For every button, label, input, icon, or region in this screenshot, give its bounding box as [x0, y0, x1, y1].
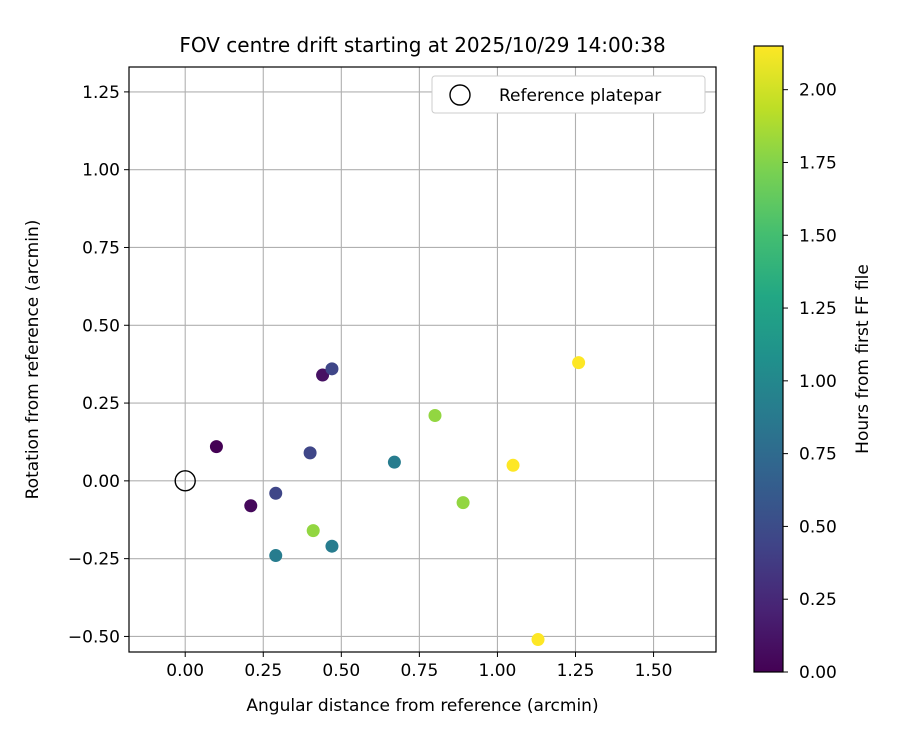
- x-tick-label: 1.50: [635, 661, 673, 681]
- x-tick-label: 1.00: [479, 661, 517, 681]
- data-point: [269, 486, 283, 500]
- colorbar-tick-label: 0.50: [799, 517, 837, 537]
- colorbar-tick-label: 2.00: [799, 81, 837, 101]
- y-tick-label: −0.50: [68, 627, 120, 647]
- legend-box: [431, 75, 706, 114]
- reference-point: [174, 470, 196, 492]
- y-tick-label: 1.00: [82, 161, 120, 181]
- data-point: [428, 409, 442, 423]
- data-point: [209, 440, 223, 454]
- colorbar-tick-label: 1.50: [799, 226, 837, 246]
- data-point: [244, 499, 258, 513]
- y-tick-label: 0.00: [82, 472, 120, 492]
- y-tick-label: 0.50: [82, 316, 120, 336]
- x-tick-label: 1.25: [557, 661, 595, 681]
- x-tick-label: 0.75: [400, 661, 438, 681]
- legend-reference-marker: [449, 84, 471, 106]
- y-tick-label: 0.75: [82, 238, 120, 258]
- data-point: [316, 368, 330, 382]
- data-point: [572, 356, 586, 370]
- data-point: [325, 539, 339, 553]
- data-point: [325, 362, 339, 376]
- colorbar-label: Hours from first FF file: [853, 264, 873, 454]
- colorbar-gradient: [753, 45, 784, 673]
- data-point: [456, 496, 470, 510]
- plot-frame: [128, 66, 717, 653]
- data-point: [531, 633, 545, 647]
- data-point: [306, 524, 320, 538]
- data-point: [303, 446, 317, 460]
- data-point: [506, 458, 520, 472]
- y-tick-label: −0.25: [68, 550, 120, 570]
- y-axis-label: Rotation from reference (arcmin): [23, 220, 43, 500]
- x-tick-label: 0.00: [166, 661, 204, 681]
- y-tick-label: 1.25: [82, 83, 120, 103]
- legend-label: Reference platepar: [499, 86, 661, 106]
- x-tick-label: 0.25: [244, 661, 282, 681]
- x-axis-ticks: 0.00 0.25 0.50 0.75 1.00 1.25 1.50: [166, 652, 672, 681]
- data-point: [387, 455, 401, 469]
- data-point: [269, 549, 283, 563]
- grid: [129, 67, 716, 652]
- colorbar-tick-label: 1.25: [799, 299, 837, 319]
- colorbar-tick-label: 1.75: [799, 153, 837, 173]
- x-axis-label: Angular distance from reference (arcmin): [246, 696, 598, 716]
- colorbar-tick-label: 0.75: [799, 445, 837, 465]
- y-tick-label: 0.25: [82, 394, 120, 414]
- x-tick-label: 0.50: [322, 661, 360, 681]
- colorbar: 0.00 0.25 0.50 0.75 1.00 1.25 1.50 1.75 2.00 Hou…: [753, 45, 873, 683]
- y-axis-ticks: −0.50 −0.25 0.00 0.25 0.50 0.75 1.00 1.25: [68, 83, 129, 647]
- data-points: [174, 356, 586, 647]
- colorbar-tick-label: 1.00: [799, 372, 837, 392]
- legend: Reference platepar: [431, 75, 706, 114]
- colorbar-tick-label: 0.25: [799, 590, 837, 610]
- chart-title: FOV centre drift starting at 2025/10/29 …: [179, 33, 665, 57]
- colorbar-tick-label: 0.00: [799, 663, 837, 683]
- colorbar-ticks: 0.00 0.25 0.50 0.75 1.00 1.25 1.50 1.75 2.00: [783, 81, 837, 683]
